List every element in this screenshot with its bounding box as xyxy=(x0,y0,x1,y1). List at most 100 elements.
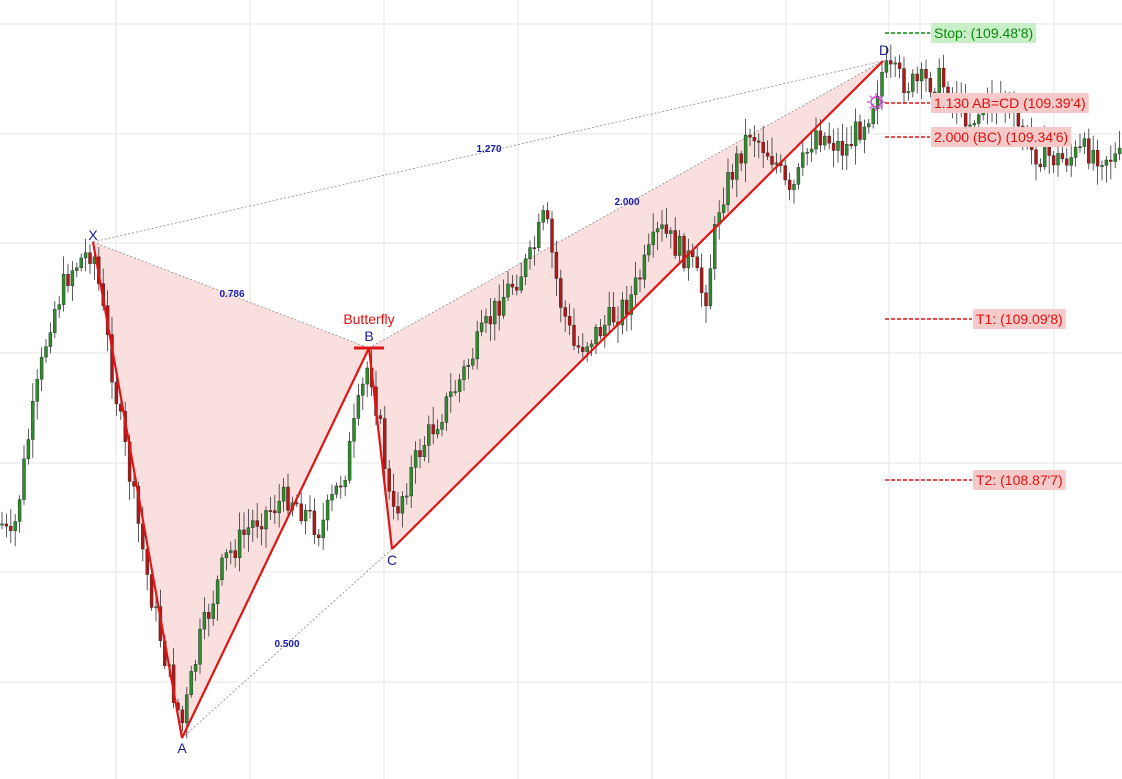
candle xyxy=(620,292,625,335)
candle-body-up xyxy=(215,579,220,605)
candle xyxy=(251,509,255,542)
candle xyxy=(1069,143,1073,177)
candle xyxy=(532,236,537,266)
candle-body-down xyxy=(673,230,677,256)
candle-body-down xyxy=(682,235,686,269)
candle xyxy=(4,513,9,538)
candle-body-up xyxy=(347,440,352,481)
candle-body-up xyxy=(880,72,884,97)
candle-body-down xyxy=(730,172,735,180)
candle-body-up xyxy=(479,322,484,332)
candle-body-down xyxy=(66,274,70,286)
candle xyxy=(303,504,308,535)
candle xyxy=(497,284,501,331)
candle-body-down xyxy=(761,142,765,154)
candle xyxy=(1109,145,1113,180)
candle-body-up xyxy=(1091,150,1095,164)
candle xyxy=(827,122,831,150)
candle xyxy=(840,123,845,170)
candle xyxy=(457,374,462,403)
pattern-labels: X A B C D Butterfly 0.786 0.500 2.000 1.270 xyxy=(88,42,889,756)
candle-body-up xyxy=(466,364,471,367)
candle-body-up xyxy=(677,235,682,256)
candle xyxy=(422,436,427,462)
candle-body-up xyxy=(361,383,365,396)
candle xyxy=(699,253,704,307)
candle-body-up xyxy=(660,224,664,229)
candle xyxy=(391,473,396,520)
candle xyxy=(400,491,405,528)
candle-body-down xyxy=(757,140,761,143)
candle xyxy=(537,213,541,253)
candle xyxy=(941,54,946,97)
candle-body-up xyxy=(836,141,840,151)
candle-body-down xyxy=(818,130,823,146)
candle-body-down xyxy=(581,346,585,352)
candle xyxy=(233,539,237,568)
candle xyxy=(594,324,598,355)
candle-body-up xyxy=(893,62,897,65)
candle-body-down xyxy=(259,526,264,530)
candle xyxy=(1087,128,1091,170)
candle-body-up xyxy=(919,68,924,82)
candle-body-up xyxy=(541,210,545,223)
candle-body-up xyxy=(867,123,871,128)
candle xyxy=(730,163,735,189)
candle xyxy=(752,125,757,158)
candle xyxy=(1051,151,1056,174)
candle-body-up xyxy=(651,231,655,245)
candle-body-down xyxy=(545,210,550,220)
candle xyxy=(281,478,286,512)
candle-body-up xyxy=(17,499,22,522)
candle xyxy=(884,45,889,78)
candle xyxy=(704,284,708,324)
candle xyxy=(1078,133,1082,153)
candle xyxy=(515,274,519,296)
ratio-label-3: 1.270 xyxy=(476,144,501,155)
candle-body-up xyxy=(22,458,26,500)
candle xyxy=(523,253,528,286)
candle-body-down xyxy=(88,252,92,264)
candle-body-down xyxy=(902,68,906,94)
candle-body-down xyxy=(383,418,387,469)
candle-body-up xyxy=(453,391,457,393)
candle xyxy=(739,150,743,172)
price-candles xyxy=(0,44,1122,739)
candle xyxy=(629,285,633,331)
candle-body-down xyxy=(638,277,642,280)
candle xyxy=(0,511,4,530)
candle xyxy=(453,379,457,396)
candle-body-up xyxy=(13,521,17,531)
candle xyxy=(435,419,440,439)
candle xyxy=(1034,146,1038,181)
candle xyxy=(611,292,616,327)
candle-body-up xyxy=(303,509,308,522)
candle-body-down xyxy=(567,316,572,326)
candle-body-up xyxy=(484,316,488,324)
candle-body-up xyxy=(1069,157,1073,166)
candle xyxy=(761,125,765,168)
candle-body-up xyxy=(603,324,607,337)
candle xyxy=(202,597,207,640)
ratio-label-2: 2.000 xyxy=(614,197,639,208)
level-tag-text: T2: (108.87'7) xyxy=(976,472,1063,488)
candle xyxy=(541,205,545,231)
candle-body-down xyxy=(9,525,13,531)
candle xyxy=(189,665,193,698)
candle-body-up xyxy=(422,445,427,458)
candle-body-up xyxy=(193,664,198,672)
candle xyxy=(255,502,259,539)
candle-body-up xyxy=(211,603,215,619)
candle xyxy=(17,495,22,533)
pattern-name: Butterfly xyxy=(343,311,394,327)
candle-body-up xyxy=(523,258,528,278)
candle-body-down xyxy=(431,424,435,435)
candle xyxy=(647,233,651,262)
candle-body-down xyxy=(849,144,853,147)
candle-body-up xyxy=(321,519,325,539)
candle-body-down xyxy=(559,278,563,308)
candle-body-down xyxy=(317,534,321,539)
candle xyxy=(1095,139,1100,185)
candle-body-down xyxy=(572,324,576,346)
candle xyxy=(721,187,726,220)
